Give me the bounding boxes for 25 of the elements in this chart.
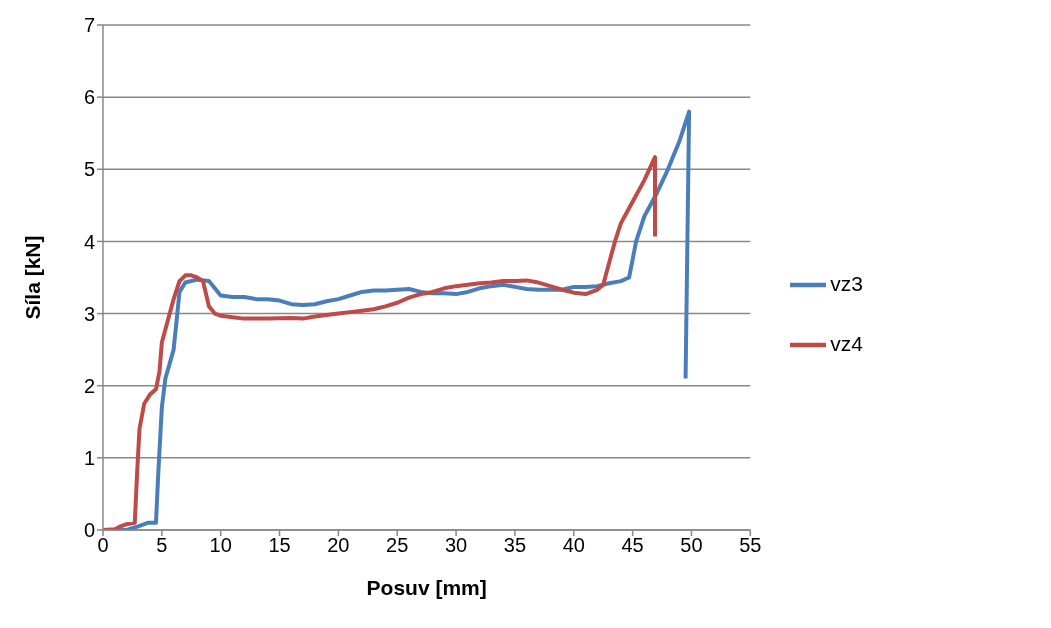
x-tick-label: 55: [739, 534, 762, 557]
x-tick-label: 10: [209, 534, 232, 557]
x-tick-label: 35: [503, 534, 527, 557]
x-tick-label: 15: [268, 534, 291, 557]
y-tick-label: 4: [83, 230, 95, 253]
x-tick-label: 5: [156, 534, 168, 557]
y-tick-label: 1: [83, 446, 95, 469]
x-tick-label: 0: [97, 534, 109, 557]
y-tick-label: 2: [83, 374, 95, 397]
line-series: [103, 155, 657, 530]
y-tick-label: 7: [83, 14, 95, 37]
x-axis-title: Posuv [mm]: [366, 576, 487, 599]
legend-label: vz4: [830, 332, 863, 355]
y-tick-label: 3: [83, 302, 95, 325]
x-tick-label: 30: [444, 534, 468, 557]
legend-label: vz3: [830, 272, 863, 295]
y-tick-label: 6: [83, 86, 95, 109]
x-tick-label: 40: [562, 534, 585, 557]
x-tick-label: 25: [386, 534, 409, 557]
y-axis-title: Síla [kN]: [21, 235, 45, 320]
x-tick-label: 20: [327, 534, 350, 557]
x-tick-label: 45: [621, 534, 644, 557]
x-tick-label: 50: [680, 534, 703, 557]
y-tick-label: 0: [83, 519, 95, 542]
y-tick-label: 5: [83, 158, 95, 181]
